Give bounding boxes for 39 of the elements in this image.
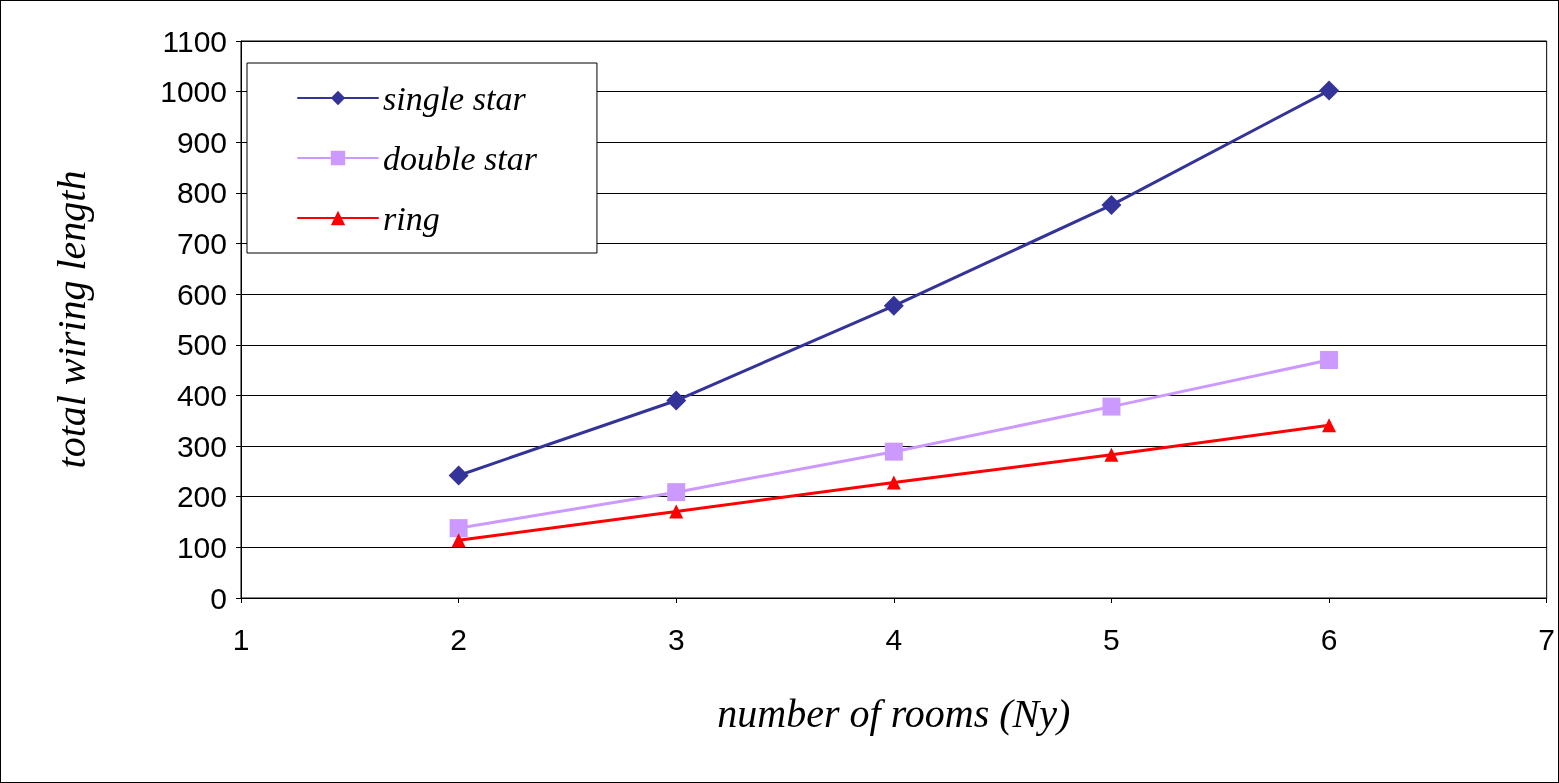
point (884, 442, 903, 461)
legend-label: ring (383, 199, 440, 237)
x-tick-label: 7 (1538, 622, 1555, 656)
y-tick-label: 400 (176, 378, 227, 412)
legend-label: single star (383, 79, 527, 117)
x-tick-label: 1 (232, 622, 250, 656)
y-tick-label: 0 (210, 581, 227, 615)
point (1101, 195, 1122, 216)
point (451, 533, 466, 548)
y-tick-label: 900 (176, 125, 227, 159)
x-tick-label: 4 (885, 622, 903, 656)
y-tick-label: 700 (176, 227, 227, 261)
y-tick-label: 100 (176, 530, 227, 564)
point (667, 483, 686, 502)
y-axis-title: total wiring length (48, 170, 94, 469)
point (1102, 397, 1121, 416)
y-tick-label: 600 (176, 277, 227, 311)
x-tick-label: 2 (450, 622, 467, 656)
x-tick-label: 6 (1320, 622, 1338, 656)
y-tick-label: 200 (176, 480, 227, 514)
point (886, 475, 901, 490)
point (449, 519, 468, 538)
legend-label: double star (383, 139, 538, 177)
point (1319, 80, 1340, 101)
y-tick-label: 800 (176, 176, 227, 210)
y-tick-label: 300 (176, 429, 227, 463)
x-tick-label: 5 (1103, 622, 1120, 656)
x-tick-label: 3 (667, 622, 685, 656)
point (666, 390, 687, 411)
y-tick-label: 500 (176, 328, 227, 362)
point (1104, 447, 1119, 462)
x-axis-title: number of rooms (Ny) (717, 690, 1071, 736)
point (1322, 418, 1337, 433)
point (1320, 351, 1339, 370)
point (448, 465, 469, 486)
point (669, 504, 684, 519)
y-tick-label: 1100 (162, 24, 227, 58)
y-tick-label: 1000 (160, 75, 227, 109)
point (883, 295, 904, 316)
